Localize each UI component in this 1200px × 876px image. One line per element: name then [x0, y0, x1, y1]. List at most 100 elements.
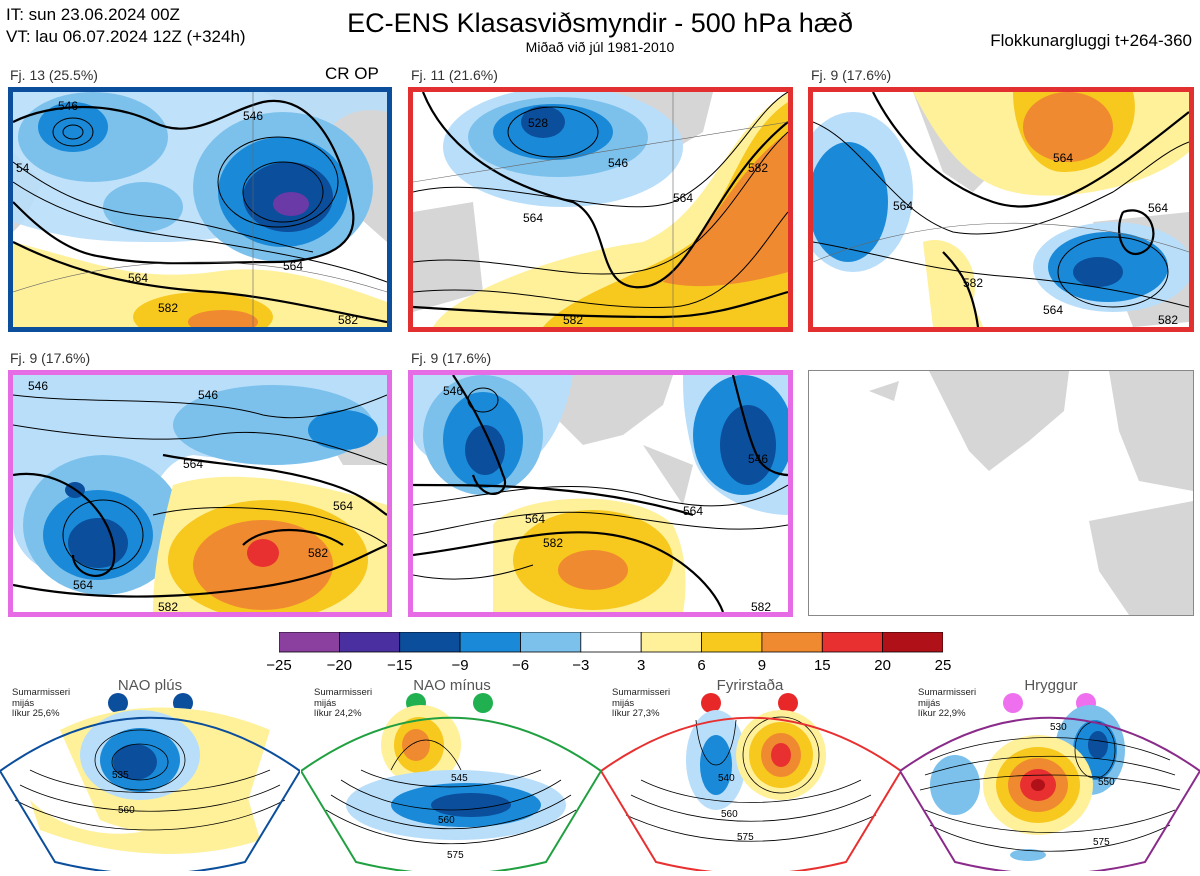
contour-label: 560 — [438, 815, 455, 826]
colorbar-tick: 9 — [757, 657, 767, 674]
colorbar-cell — [339, 632, 401, 653]
contour-label: 546 — [58, 99, 78, 113]
colorbar-cell — [399, 632, 461, 653]
contour-label: 582 — [158, 301, 178, 315]
contour-label: 550 — [1098, 777, 1115, 788]
contour-label: 582 — [963, 276, 983, 290]
contour-label: 540 — [718, 773, 735, 784]
cluster-map-5[interactable]: 546 546 564 582 582 564 — [408, 370, 793, 617]
colorbar-tick: 15 — [813, 657, 831, 674]
contour-label: 582 — [158, 600, 178, 612]
caption-line: mijás — [314, 697, 337, 709]
contour-label: 575 — [447, 850, 464, 861]
regime-1-map: 535 560 — [0, 690, 302, 876]
colorbar-cell — [580, 632, 642, 653]
contour-label: 546 — [608, 156, 628, 170]
cluster-map-1[interactable]: 546 564 564 546 582 54 582 — [8, 87, 392, 332]
colorbar — [279, 632, 943, 653]
colorbar-tick: 6 — [697, 657, 706, 674]
colorbar-tick: 25 — [934, 657, 952, 674]
contour-label: 564 — [333, 499, 353, 513]
cluster-map-2[interactable]: 564 528 546 564 582 582 — [408, 87, 793, 332]
caption-line: mijás — [918, 697, 941, 709]
regime-4-map: 530 550 575 — [898, 690, 1200, 876]
panel-5-label: Fj. 9 (17.6%) — [411, 350, 492, 366]
regime-3-map: 540 560 575 — [599, 690, 903, 876]
contour-label: 564 — [283, 259, 303, 273]
regime-2-caption: Sumarmisseri mijás líkur 24,2% — [314, 687, 373, 720]
colorbar-cell — [701, 632, 763, 653]
contour-label: 564 — [525, 512, 545, 526]
caption-line: Sumarmisseri — [12, 687, 71, 698]
cluster-map-3[interactable]: 564 564 564 582 564 582 — [808, 87, 1194, 332]
colorbar-tick: −20 — [326, 657, 353, 674]
regime-dot-icon — [173, 693, 193, 713]
colorbar-cell — [640, 632, 703, 653]
contour-label: 546 — [243, 109, 263, 123]
contour-label: 564 — [523, 211, 543, 225]
caption-line: Sumarmisseri — [612, 687, 671, 698]
colorbar-ticks: −25 −20 −15 −9 −6 −3 3 6 9 15 20 25 — [266, 657, 951, 675]
regime-3-title: Fyrirstaða — [716, 677, 784, 694]
regime-dot-icon — [701, 693, 721, 713]
contour-label: 54 — [16, 161, 30, 175]
contour-label: 564 — [183, 457, 203, 471]
caption-line: líkur 27,3% — [612, 708, 660, 719]
caption-line: mijás — [12, 697, 35, 709]
colorbar-tick: 20 — [874, 657, 891, 674]
caption-line: líkur 24,2% — [314, 708, 362, 719]
colorbar-cell — [761, 632, 823, 653]
colorbar-cell — [882, 632, 943, 653]
contour-label: 560 — [721, 809, 738, 820]
contour-label: 564 — [128, 271, 148, 285]
colorbar-tick: 3 — [637, 657, 646, 674]
contour-label: 564 — [1148, 201, 1168, 215]
vt-line: VT: lau 06.07.2024 12Z (+324h) — [6, 27, 246, 46]
contour-label: 564 — [673, 191, 693, 205]
panel-1-extra: CR OP — [325, 64, 379, 83]
regime-1-title: NAO plús — [117, 677, 183, 694]
caption-line: Sumarmisseri — [314, 687, 373, 698]
colorbar-tick: −6 — [511, 657, 530, 674]
contour-label: 564 — [683, 504, 703, 518]
contour-label: 582 — [751, 600, 771, 612]
contour-label: 528 — [528, 116, 548, 130]
page-title: EC-ENS Klasasviðsmyndir - 500 hPa hæð — [347, 8, 853, 38]
colorbar-tick: −9 — [451, 657, 469, 674]
classification-window: Flokkunargluggi t+264-360 — [990, 31, 1192, 50]
panel-1-label: Fj. 13 (25.5%) — [10, 67, 98, 83]
panel-4-label: Fj. 9 (17.6%) — [10, 350, 91, 366]
colorbar-tick: −25 — [266, 657, 292, 674]
colorbar-cell — [279, 632, 340, 653]
caption-line: líkur 22,9% — [918, 708, 966, 719]
cluster-map-4[interactable]: 546 546 564 564 582 582 564 — [8, 370, 392, 617]
regime-dot-icon — [778, 693, 798, 713]
contour-label: 582 — [1158, 313, 1178, 327]
panel-2-label: Fj. 11 (21.6%) — [411, 67, 498, 83]
colorbar-cell — [459, 632, 521, 653]
regime-dot-icon — [1003, 693, 1023, 713]
caption-line: mijás — [612, 697, 635, 709]
contour-label: 560 — [118, 805, 135, 816]
regime-1-caption: Sumarmisseri mijás líkur 25,6% — [12, 687, 71, 720]
caption-line: líkur 25,6% — [12, 708, 60, 719]
base-map-empty — [808, 370, 1194, 616]
caption-line: Sumarmisseri — [918, 687, 977, 698]
colorbar-tick: −3 — [572, 657, 590, 674]
contour-label: 564 — [1053, 151, 1073, 165]
contour-label: 582 — [748, 161, 768, 175]
contour-label: 575 — [737, 832, 754, 843]
panel-3-label: Fj. 9 (17.6%) — [811, 67, 892, 83]
contour-label: 564 — [1043, 303, 1063, 317]
contour-label: 546 — [748, 452, 768, 466]
contour-label: 582 — [338, 313, 358, 327]
regime-4-caption: Sumarmisseri mijás líkur 22,9% — [918, 687, 977, 720]
regime-dot-icon — [473, 693, 493, 713]
colorbar-cell — [821, 632, 884, 653]
contour-label: 546 — [198, 388, 218, 402]
page-subtitle: Miðað við júl 1981-2010 — [525, 39, 675, 55]
regime-2-map: 545 560 575 — [299, 690, 603, 876]
regime-dot-icon — [108, 693, 128, 713]
contour-label: 575 — [1093, 837, 1110, 848]
contour-label: 545 — [451, 773, 468, 784]
